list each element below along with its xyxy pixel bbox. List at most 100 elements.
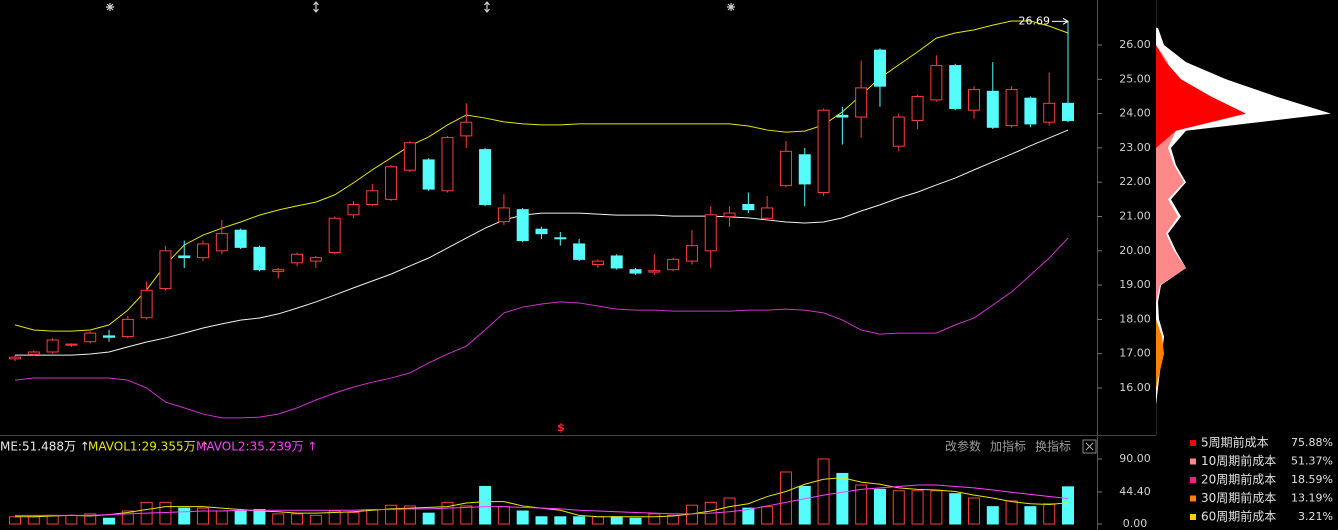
volume-bar <box>949 493 962 525</box>
volume-bar <box>328 510 341 525</box>
candle-body <box>27 351 40 355</box>
legend-swatch <box>1190 514 1196 520</box>
volume-bar <box>197 507 210 525</box>
indicator-line <box>14 20 1069 332</box>
legend-value: 75.88% <box>1291 436 1333 449</box>
volume-bar <box>629 517 642 525</box>
candle-body <box>84 332 97 343</box>
legend-swatch <box>1190 495 1196 502</box>
event-icon <box>484 1 490 13</box>
volume-ma-line <box>15 484 1069 516</box>
candle-body <box>949 65 962 109</box>
candle-body <box>836 114 849 118</box>
volume-bar <box>836 472 849 525</box>
candle-body <box>1005 89 1018 127</box>
legend-value: 3.21% <box>1298 510 1333 523</box>
volume-bar <box>497 506 510 525</box>
volume-bar <box>215 510 228 525</box>
candle-body <box>291 253 304 264</box>
legend-label: 5周期前成本 <box>1201 435 1269 450</box>
volume-bar <box>272 513 285 525</box>
legend-label: 60周期前成本 <box>1201 509 1276 524</box>
candle-body <box>742 204 755 211</box>
high-arrow-head <box>1062 17 1069 25</box>
legend-label: 10周期前成本 <box>1201 453 1276 468</box>
event-icon <box>727 3 735 11</box>
volume-bar <box>309 514 322 525</box>
candle-body <box>422 159 435 190</box>
y-tick-label: 21.00 <box>1119 210 1151 223</box>
legend-value: 13.19% <box>1291 492 1333 505</box>
volume-bar <box>403 505 416 525</box>
y-tick-label: 17.00 <box>1119 347 1151 360</box>
volume-bar <box>234 510 247 525</box>
candle-body <box>930 65 943 101</box>
candle-body <box>535 228 548 235</box>
candle-body <box>121 318 134 338</box>
volume-bar <box>422 512 435 525</box>
volume-bar <box>291 513 304 525</box>
volume-bar <box>1024 506 1037 525</box>
candle-body <box>723 212 736 218</box>
candle-body <box>648 270 661 273</box>
legend-label: MAVOL2:35.239万 ↑ <box>196 440 317 454</box>
close-button[interactable] <box>1082 439 1097 454</box>
candle-body <box>817 109 830 193</box>
candle-body <box>873 49 886 87</box>
candle-body <box>441 137 454 192</box>
volume-bar <box>347 511 360 525</box>
volume-bar <box>554 516 567 525</box>
candle-body <box>573 243 586 260</box>
candle-body <box>215 233 228 252</box>
candle-body <box>1024 97 1037 125</box>
volume-label: ME:51.488万 ↑ <box>0 440 90 454</box>
candle-body <box>516 209 529 242</box>
candle-body <box>328 217 341 254</box>
volume-bar <box>761 506 774 525</box>
y-tick-label: 90.00 <box>1119 452 1151 465</box>
volume-bar <box>535 516 548 525</box>
volume-bar <box>573 516 586 525</box>
volume-bar <box>178 507 191 525</box>
candle-body <box>685 245 698 262</box>
volume-bar <box>986 506 999 525</box>
volume-bar <box>1062 486 1074 525</box>
candle-body <box>554 237 567 240</box>
volume-bar <box>9 516 21 525</box>
candle-body <box>591 260 604 266</box>
volume-bar <box>84 513 97 525</box>
toolbar-button[interactable]: 加指标 <box>990 439 1026 454</box>
y-tick-label: 44.40 <box>1119 485 1151 498</box>
candle-body <box>140 289 153 319</box>
volume-bar <box>385 504 398 525</box>
volume-bar <box>930 490 943 525</box>
candle-body <box>366 190 379 206</box>
volume-bar <box>742 507 755 525</box>
legend-label: MAVOL1:29.355万 ↑ <box>88 440 209 454</box>
y-tick-label: 24.00 <box>1119 107 1151 120</box>
legend-swatch <box>1190 458 1196 465</box>
candle-body <box>667 258 680 271</box>
legend-value: 51.37% <box>1291 455 1333 468</box>
toolbar-button[interactable]: 改参数 <box>945 439 981 454</box>
volume-bar <box>667 514 680 525</box>
toolbar-button[interactable]: 换指标 <box>1035 439 1071 454</box>
candle-body <box>65 343 78 346</box>
y-tick-label: 18.00 <box>1119 312 1151 325</box>
candle-body <box>779 150 792 187</box>
event-icon <box>313 1 319 13</box>
y-tick-label: 16.00 <box>1119 381 1151 394</box>
volume-bar <box>610 516 623 525</box>
volume-bar <box>798 485 811 525</box>
volume-bar <box>1005 500 1018 525</box>
y-tick-label: 26.00 <box>1119 38 1151 51</box>
y-tick-label: 0.00 <box>1123 517 1148 530</box>
candle-body <box>253 246 266 271</box>
candle-body <box>761 207 774 219</box>
close-icon[interactable] <box>1085 442 1094 451</box>
volume-bar <box>817 458 830 525</box>
indicator-line <box>15 129 1069 356</box>
y-tick-label: 22.00 <box>1119 175 1151 188</box>
candle-body <box>629 269 642 274</box>
